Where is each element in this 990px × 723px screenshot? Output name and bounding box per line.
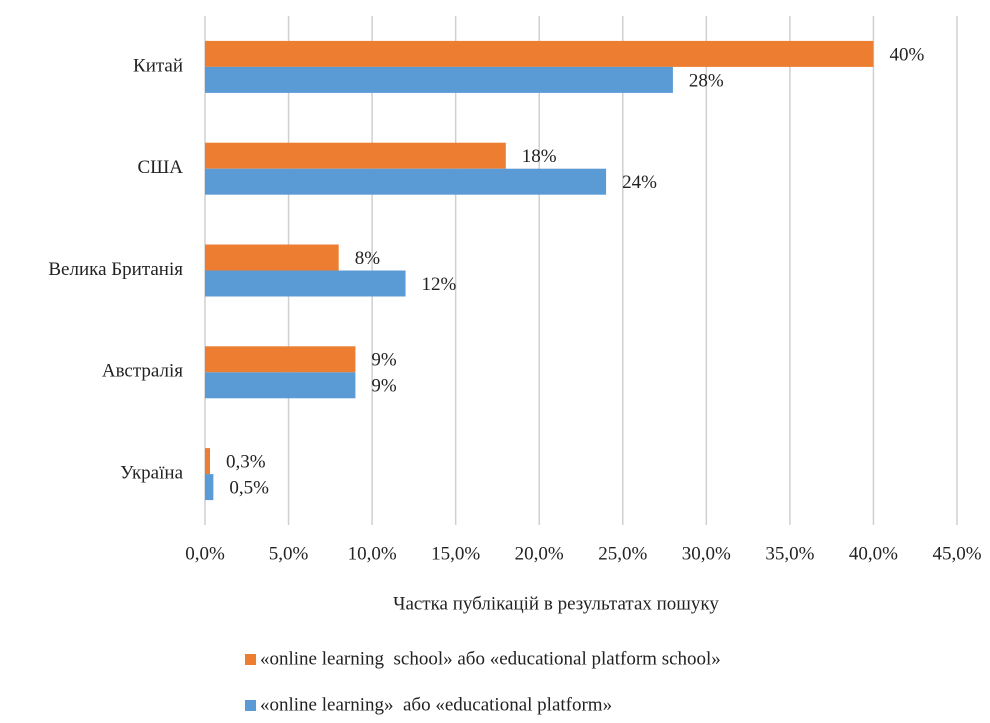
bar [205, 66, 673, 93]
x-tick-label: 15,0% [431, 543, 480, 564]
data-label: 0,5% [229, 477, 269, 498]
bar [205, 474, 214, 501]
data-label: 40% [889, 44, 924, 65]
data-label: 0,3% [226, 451, 266, 472]
x-tick-label: 0,0% [185, 543, 225, 564]
x-axis-title: Частка публікацій в результатах пошуку [393, 593, 719, 614]
data-label: 24% [622, 172, 657, 193]
bar [205, 346, 356, 373]
y-tick-label: Україна [120, 462, 183, 483]
legend-label: «online learning» або «educational platf… [260, 694, 612, 715]
bar [205, 270, 406, 297]
data-label: 18% [522, 146, 557, 167]
data-label: 8% [355, 248, 381, 269]
data-label: 9% [371, 350, 397, 371]
x-tick-label: 40,0% [849, 543, 898, 564]
bar [205, 142, 506, 169]
legend-label: «online learning school» або «educationa… [260, 648, 721, 669]
x-tick-label: 45,0% [932, 543, 981, 564]
y-tick-label: Китай [133, 55, 183, 76]
x-tick-label: 20,0% [515, 543, 564, 564]
legend-swatch [245, 654, 256, 665]
y-tick-label: Велика Британія [48, 259, 183, 280]
bar [205, 40, 874, 67]
y-tick-label: Австралія [102, 361, 183, 382]
y-tick-label: США [137, 157, 183, 178]
x-tick-label: 25,0% [598, 543, 647, 564]
x-tick-label: 35,0% [765, 543, 814, 564]
bar [205, 372, 356, 399]
x-tick-label: 10,0% [348, 543, 397, 564]
bar [205, 168, 607, 195]
bar [205, 244, 339, 271]
x-tick-label: 30,0% [682, 543, 731, 564]
x-tick-label: 5,0% [269, 543, 309, 564]
data-label: 28% [689, 70, 724, 91]
data-label: 12% [422, 274, 457, 295]
data-label: 9% [371, 376, 397, 397]
legend-swatch [245, 700, 256, 711]
bar [205, 448, 211, 475]
